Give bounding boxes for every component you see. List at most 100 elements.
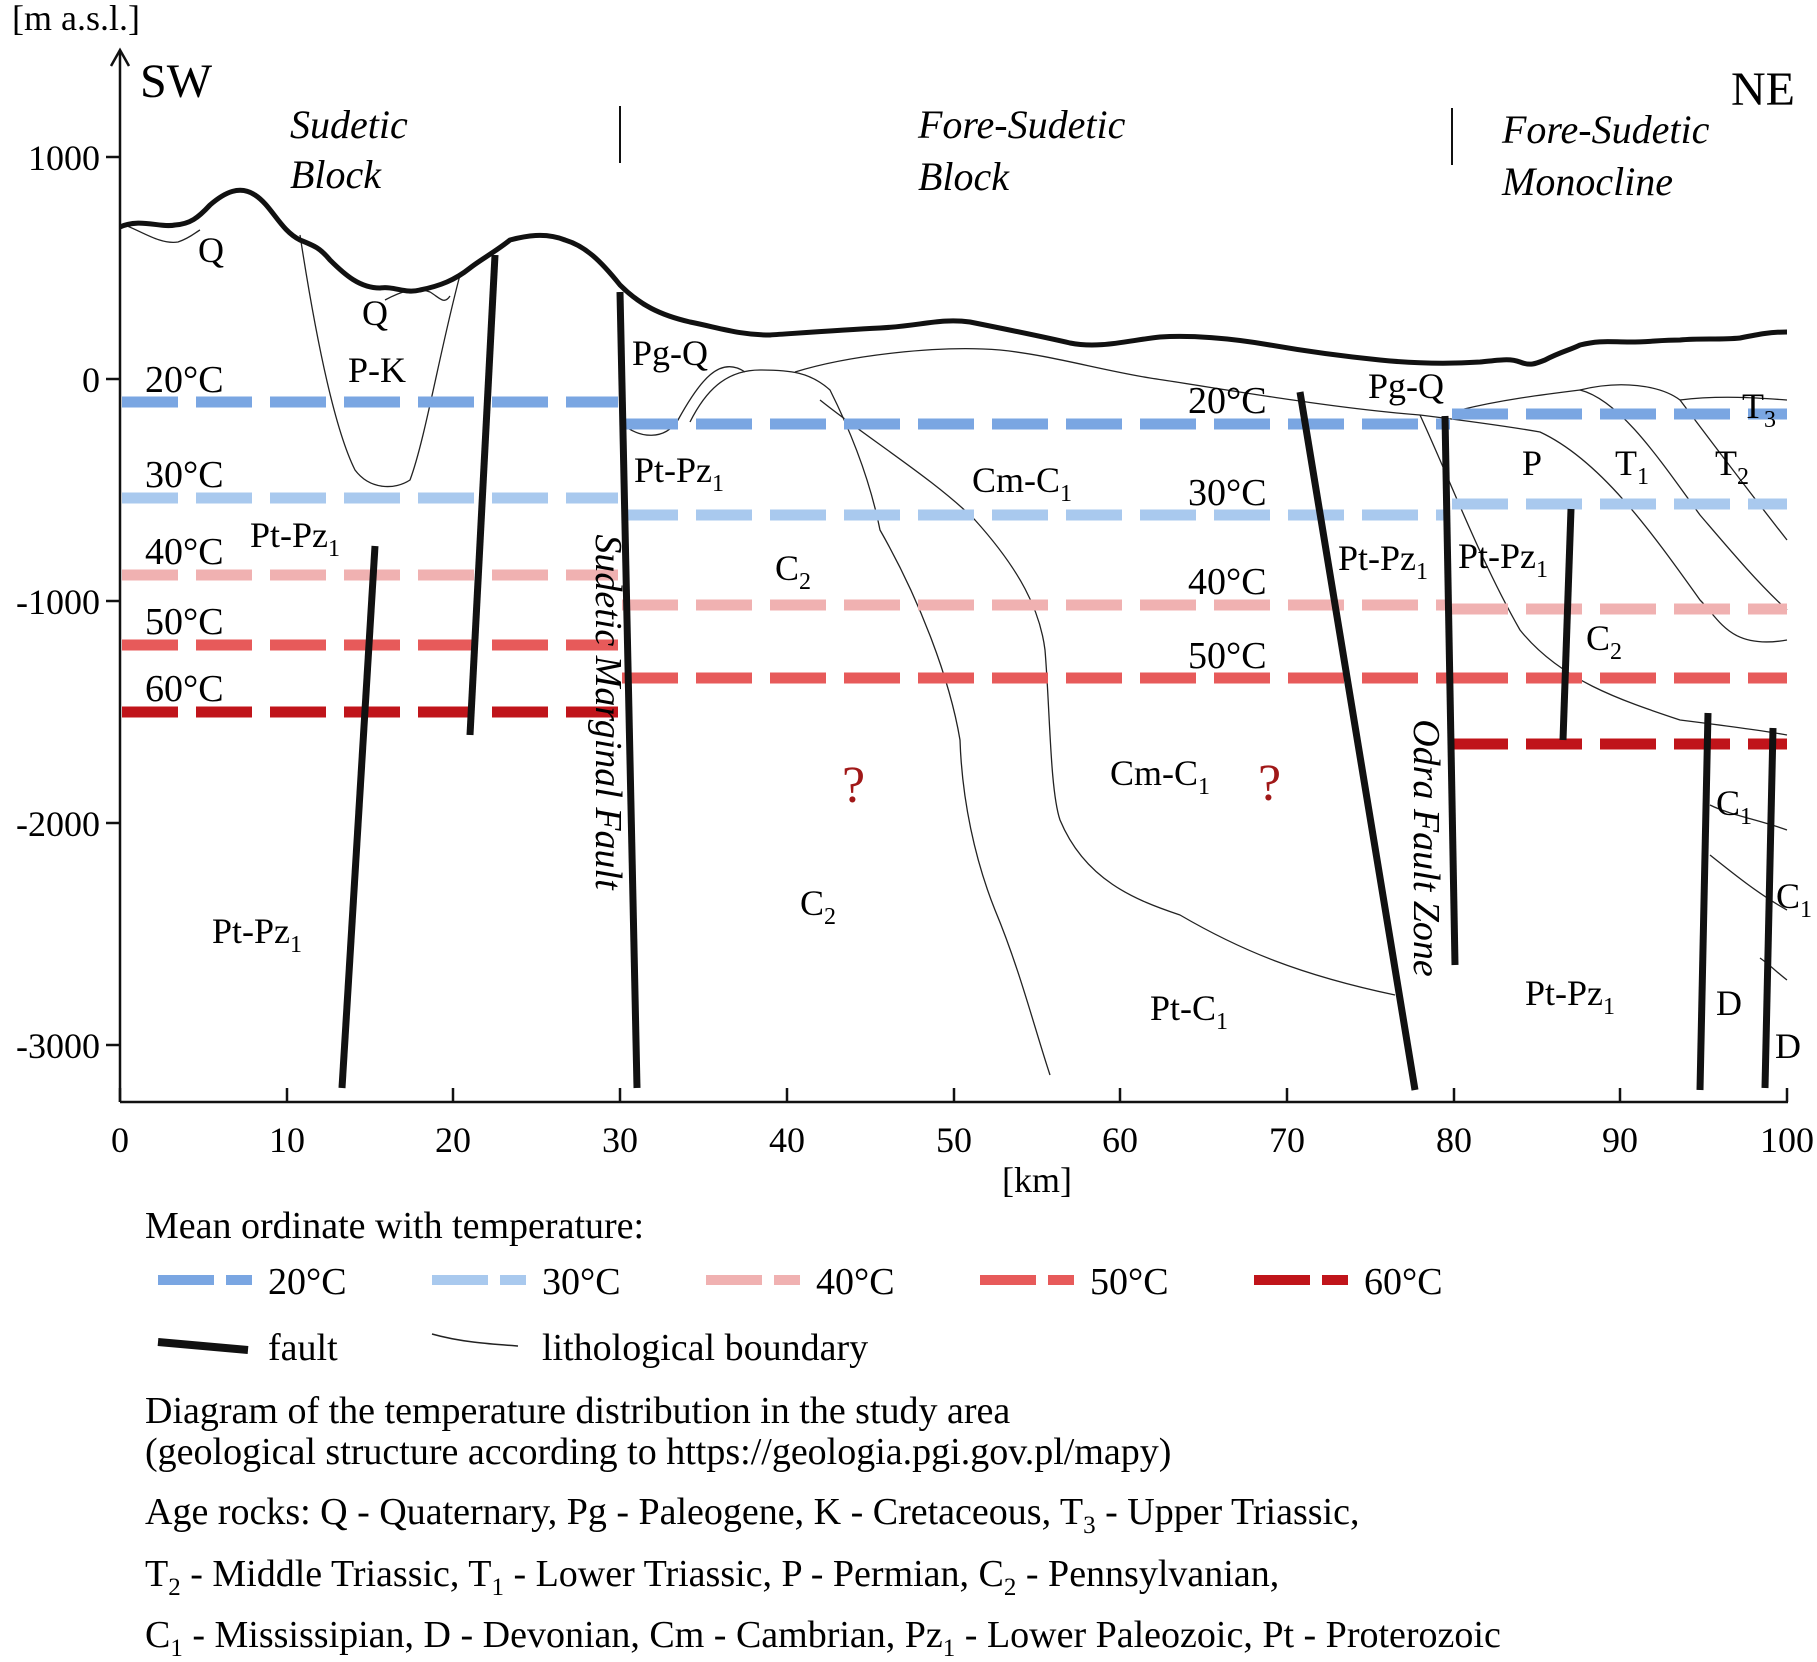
temp-label-50c: 50°C (1188, 635, 1267, 677)
x-tick-label: 0 (111, 1120, 129, 1160)
rock-label: P-K (348, 350, 406, 390)
temp-label-20c: 20°C (1188, 380, 1267, 422)
fault-name-odra: Odra Fault Zone (1405, 719, 1447, 977)
temp-label-50c: 50°C (145, 601, 224, 643)
rock-label: C2 (1586, 618, 1622, 665)
region-fore-sudetic-monocline-line1: Fore-Sudetic (1501, 107, 1710, 152)
age-rocks-line: Age rocks: Q - Quaternary, Pg - Paleogen… (145, 1491, 1359, 1539)
legend-swatch-fault (157, 1338, 249, 1354)
lithological-boundary (819, 399, 1396, 996)
temperature-isolines (122, 396, 1787, 750)
region-labels: Sudetic Block Fore-Sudetic Block Fore-Su… (290, 102, 1710, 204)
faults (338, 254, 1777, 1091)
lithological-boundary (299, 234, 461, 488)
legend-swatch-lithological-boundary (431, 1333, 519, 1347)
unknown-marks: ? ? (842, 755, 1281, 814)
rock-label: Pt-C1 (1150, 988, 1228, 1035)
temperature-labels: 20°C 30°C 40°C 50°C 60°C 20°C 30°C 40°C … (145, 359, 1267, 710)
region-fore-sudetic-block-line1: Fore-Sudetic (917, 102, 1126, 147)
temp-label-60c: 60°C (145, 668, 224, 710)
y-axis-unit: [m a.s.l.] (12, 0, 140, 38)
topographic-surface (118, 187, 1788, 367)
y-tick-label: 1000 (28, 138, 100, 178)
rock-label: Pt-Pz1 (634, 450, 724, 497)
rock-label: Pg-Q (632, 333, 708, 373)
fault-line (1761, 727, 1777, 1089)
lithological-boundary (1709, 804, 1788, 831)
legend-label-lithological-boundary: lithological boundary (542, 1327, 868, 1369)
legend-title: Mean ordinate with temperature: (145, 1205, 644, 1247)
y-tick-labels: 1000 0 -1000 -2000 -3000 (16, 138, 100, 1066)
x-tick-label: 30 (602, 1120, 638, 1160)
region-fore-sudetic-block-line2: Block (918, 154, 1010, 199)
rock-label: Cm-C1 (1110, 753, 1210, 800)
age-rocks-line: C1 - Mississipian, D - Devonian, Cm - Ca… (145, 1614, 1501, 1662)
age-rocks-legend: Age rocks: Q - Quaternary, Pg - Paleogen… (145, 1491, 1501, 1662)
rock-label: T3 (1742, 386, 1776, 433)
temp-label-20c: 20°C (145, 359, 224, 401)
x-tick-label: 100 (1760, 1120, 1814, 1160)
x-tick-label: 70 (1269, 1120, 1305, 1160)
age-rocks-line: T2 - Middle Triassic, T1 - Lower Triassi… (145, 1553, 1279, 1601)
x-axis (118, 1088, 1789, 1104)
legend-lines: fault lithological boundary (157, 1327, 868, 1369)
lithological-boundary (1679, 396, 1788, 401)
legend-label-50c: 50°C (1090, 1261, 1169, 1303)
fault-line (616, 291, 641, 1089)
x-tick-label: 90 (1602, 1120, 1638, 1160)
fault-line (466, 254, 499, 736)
question-mark: ? (1258, 755, 1281, 812)
rock-label: C1 (1776, 876, 1812, 923)
x-tick-label: 80 (1436, 1120, 1472, 1160)
lithological-boundary (1419, 414, 1788, 643)
lithological-boundary (1759, 957, 1788, 981)
region-sudetic-block-line2: Block (290, 152, 382, 197)
legend-label-60c: 60°C (1364, 1261, 1443, 1303)
rock-label: Pt-Pz1 (1338, 538, 1428, 585)
direction-ne: NE (1731, 63, 1795, 116)
temp-label-40c: 40°C (145, 531, 224, 573)
rock-label: C2 (800, 883, 836, 930)
caption-line-2: (geological structure according to https… (145, 1431, 1171, 1473)
rock-label: Pt-Pz1 (250, 515, 340, 562)
lithological-boundary (121, 223, 201, 243)
region-fore-sudetic-monocline-line2: Monocline (1501, 159, 1673, 204)
x-axis-unit: [km] (1002, 1160, 1072, 1200)
caption-line-1: Diagram of the temperature distribution … (145, 1390, 1010, 1432)
rock-label: Q (362, 293, 388, 333)
lithological-boundary (1709, 854, 1788, 911)
x-tick-label: 60 (1102, 1120, 1138, 1160)
lithological-boundary (619, 366, 746, 436)
rock-label: C1 (1716, 783, 1752, 830)
x-tick-label: 40 (769, 1120, 805, 1160)
y-tick-label: 0 (82, 360, 100, 400)
lithological-boundary (689, 369, 1051, 1076)
legend-label-20c: 20°C (268, 1261, 347, 1303)
rock-label: Pt-Pz1 (1525, 973, 1615, 1020)
fault-line (1296, 391, 1419, 1091)
y-tick-label: -2000 (16, 804, 100, 844)
rock-labels: Q Q P-K Pt-Pz1 Pt-Pz1 Pg-Q Pt-Pz1 Cm-C1 … (198, 230, 1812, 1066)
rock-label: C2 (775, 548, 811, 595)
legend-label-40c: 40°C (816, 1261, 895, 1303)
rock-label: Pt-Pz1 (212, 911, 302, 958)
rock-label: T1 (1615, 443, 1649, 490)
legend-label-30c: 30°C (542, 1261, 621, 1303)
fault-line (1696, 712, 1712, 1091)
rock-label: Q (198, 230, 224, 270)
rock-label: Cm-C1 (972, 460, 1072, 507)
rock-label: P (1522, 443, 1542, 483)
temp-label-30c: 30°C (1188, 472, 1267, 514)
fault-line (1559, 508, 1575, 741)
y-tick-label: -1000 (16, 582, 100, 622)
lithological-boundary (384, 288, 451, 301)
legend-temperatures: 20°C 30°C 40°C 50°C 60°C (158, 1261, 1443, 1303)
temp-label-40c: 40°C (1188, 561, 1267, 603)
lithological-boundary (1579, 384, 1788, 541)
region-dividers (619, 106, 1453, 165)
rock-label: D (1775, 1026, 1801, 1066)
x-tick-label: 10 (269, 1120, 305, 1160)
rock-label: Pg-Q (1368, 366, 1444, 406)
x-tick-label: 50 (936, 1120, 972, 1160)
